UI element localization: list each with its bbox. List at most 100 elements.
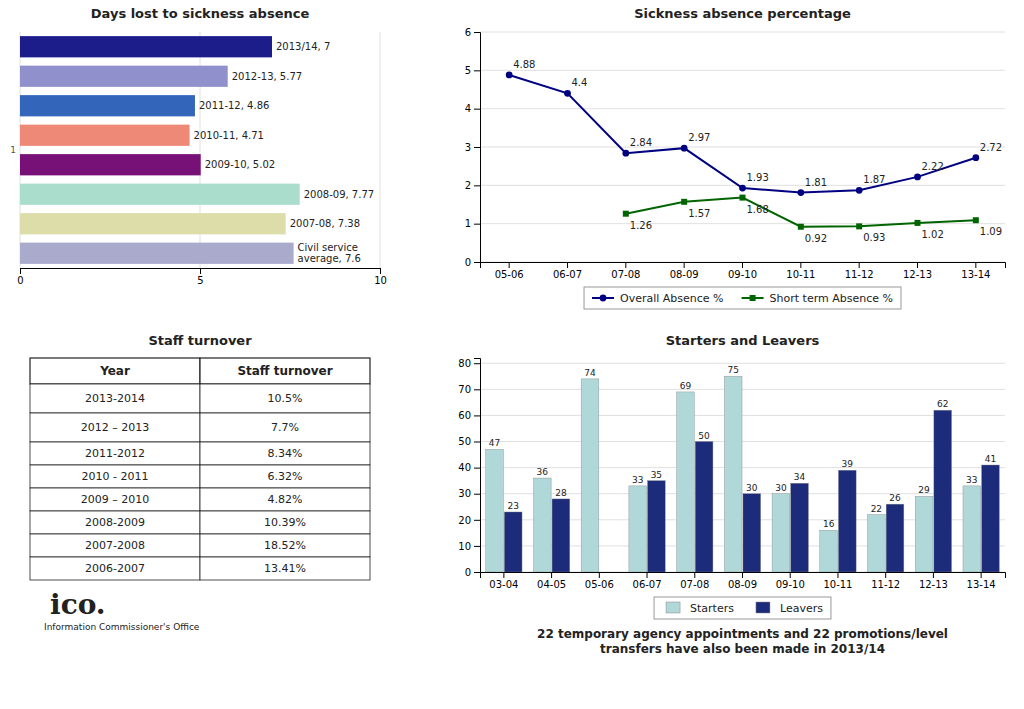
bar-label: 2012-13, 5.77 bbox=[232, 71, 302, 82]
tick-label: 5 bbox=[465, 65, 471, 76]
legend-item: Leavers bbox=[756, 602, 823, 615]
tick: 06-07 bbox=[553, 262, 582, 280]
tick: 3 bbox=[465, 142, 480, 153]
tick-mark bbox=[837, 572, 838, 578]
tick-mark bbox=[474, 262, 480, 263]
tick-mark bbox=[509, 262, 510, 268]
table-value: 10.5% bbox=[268, 392, 303, 405]
tick: 1 bbox=[465, 218, 480, 229]
tick-mark bbox=[474, 468, 480, 469]
point bbox=[797, 189, 804, 196]
tick: 50 bbox=[458, 436, 480, 447]
bar bbox=[20, 184, 300, 205]
axis: 03-0404-0505-0606-0707-0808-0909-1010-11… bbox=[481, 572, 1006, 590]
text-line: average, 7.6 bbox=[298, 253, 361, 264]
table-value: 13.41% bbox=[264, 562, 306, 575]
point bbox=[739, 185, 746, 192]
point bbox=[623, 211, 629, 217]
table-header-cell bbox=[30, 358, 200, 384]
bar-label: 2011-12, 4.86 bbox=[199, 100, 269, 111]
tick-mark bbox=[474, 147, 480, 148]
tick-mark bbox=[200, 268, 201, 274]
tick-label: 05-06 bbox=[585, 579, 614, 590]
data-label: 1.81 bbox=[805, 177, 827, 188]
bar bbox=[20, 66, 228, 87]
tick: 10 bbox=[458, 541, 480, 552]
tick: 20 bbox=[458, 515, 480, 526]
bar bbox=[677, 392, 695, 572]
tick-label: 04-05 bbox=[537, 579, 566, 590]
table-header-cell bbox=[200, 358, 370, 384]
tick-mark bbox=[474, 363, 480, 364]
tick-mark bbox=[917, 262, 918, 268]
tick-label: 0 bbox=[17, 275, 23, 286]
tick-label: 30 bbox=[458, 488, 471, 499]
tick: 05-06 bbox=[495, 262, 524, 280]
table-text: 2010 - 2011 bbox=[82, 470, 149, 483]
bar bbox=[20, 213, 286, 234]
tick-mark bbox=[474, 32, 480, 33]
table-text: 2006-2007 bbox=[85, 562, 145, 575]
tick-label: 0 bbox=[465, 567, 471, 578]
legend-marker bbox=[600, 295, 607, 302]
table-cell bbox=[200, 413, 370, 442]
tick-label: 3 bbox=[465, 142, 471, 153]
tick-mark bbox=[933, 572, 934, 578]
bar bbox=[20, 36, 272, 57]
text-line: 2011-12, 4.86 bbox=[199, 100, 269, 111]
tick-label: 5 bbox=[197, 275, 203, 286]
tick: 08-09 bbox=[670, 262, 699, 280]
bar bbox=[648, 481, 666, 572]
data-label: 0.93 bbox=[863, 232, 885, 243]
data-label: 2.72 bbox=[980, 142, 1002, 153]
tick: 07-08 bbox=[611, 262, 640, 280]
data-label: 29 bbox=[918, 485, 930, 495]
tick-mark bbox=[599, 572, 600, 578]
logo-text: ico. bbox=[50, 588, 106, 621]
table-text: 2011-2012 bbox=[85, 447, 145, 460]
point bbox=[914, 174, 921, 181]
legend-swatch bbox=[666, 602, 680, 613]
text-line: 2008-09, 7.77 bbox=[304, 189, 374, 200]
data-label: 2.97 bbox=[688, 132, 710, 143]
logo-caption: Information Commissioner's Office bbox=[44, 622, 200, 632]
text-line: 2012-13, 5.77 bbox=[232, 71, 302, 82]
data-label: 35 bbox=[651, 470, 662, 480]
table-text: 2008-2009 bbox=[85, 516, 145, 529]
tick-label: 05-06 bbox=[495, 269, 524, 280]
chart-title: Staff turnover bbox=[148, 333, 252, 348]
tick-mark bbox=[474, 442, 480, 443]
tick-mark bbox=[981, 572, 982, 578]
tick: 13-14 bbox=[961, 262, 990, 280]
point bbox=[856, 223, 862, 229]
tick-mark bbox=[625, 262, 626, 268]
tick: 06-07 bbox=[633, 572, 662, 590]
tick-mark bbox=[474, 572, 480, 573]
tick-label: 70 bbox=[458, 384, 471, 395]
tick-mark bbox=[742, 572, 743, 578]
table-cell bbox=[200, 488, 370, 511]
tick-mark bbox=[380, 268, 381, 274]
data-label: 41 bbox=[985, 454, 996, 464]
chart-title: Starters and Leavers bbox=[666, 333, 820, 348]
tick-mark bbox=[800, 262, 801, 268]
legend: StartersLeavers bbox=[654, 597, 831, 619]
tick: 11-12 bbox=[845, 262, 874, 280]
tick: 04-05 bbox=[537, 572, 566, 590]
legend: Overall Absence %Short term Absence % bbox=[584, 287, 901, 309]
tick-mark bbox=[742, 262, 743, 268]
grid-line bbox=[480, 147, 1005, 148]
point bbox=[622, 150, 629, 157]
data-label: 30 bbox=[775, 483, 787, 493]
axis-line bbox=[481, 573, 1006, 579]
tick: 12-13 bbox=[903, 262, 932, 280]
tick-label: 80 bbox=[458, 358, 471, 369]
data-label: 26 bbox=[889, 493, 901, 503]
data-label: 74 bbox=[584, 368, 596, 378]
tick-mark bbox=[567, 262, 568, 268]
table-value: 18.52% bbox=[264, 539, 306, 552]
bar-label: 2013/14, 7 bbox=[276, 41, 330, 52]
axis-line bbox=[474, 33, 481, 263]
bar bbox=[504, 512, 522, 572]
bar-label: Civil serviceaverage, 7.6 bbox=[298, 242, 361, 264]
